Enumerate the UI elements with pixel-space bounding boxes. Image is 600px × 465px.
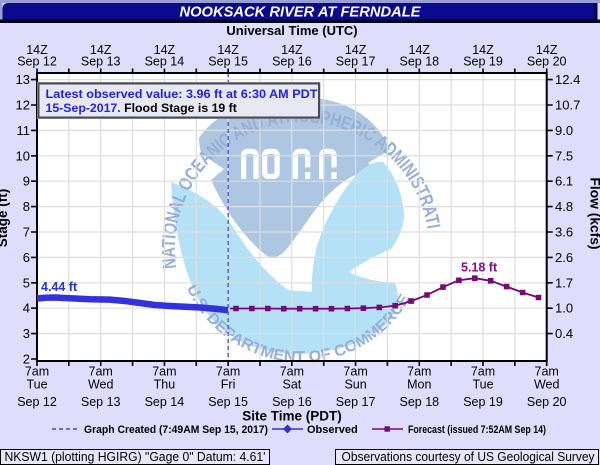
svg-text:Tue: Tue xyxy=(472,378,493,392)
svg-text:14Z: 14Z xyxy=(217,43,239,57)
svg-text:Tue: Tue xyxy=(26,378,47,392)
svg-text:1.7: 1.7 xyxy=(555,275,573,290)
svg-text:Sep 20: Sep 20 xyxy=(527,395,567,409)
svg-text:11: 11 xyxy=(17,123,31,138)
svg-text:Sep 18: Sep 18 xyxy=(399,395,439,409)
svg-text:Sep 12: Sep 12 xyxy=(17,55,57,69)
svg-text:Site Time (PDT): Site Time (PDT) xyxy=(242,409,342,424)
svg-text:5.18 ft: 5.18 ft xyxy=(461,261,498,275)
svg-text:3: 3 xyxy=(23,326,30,341)
svg-text:NKSW1 (plotting HGIRG) "Gage 0: NKSW1 (plotting HGIRG) "Gage 0" Datum: 4… xyxy=(5,449,266,464)
svg-text:4.8: 4.8 xyxy=(555,199,573,214)
svg-text:Sep 19: Sep 19 xyxy=(463,395,503,409)
svg-text:Universal Time (UTC): Universal Time (UTC) xyxy=(226,23,357,38)
svg-text:12.4: 12.4 xyxy=(555,72,580,87)
svg-text:Sep 16: Sep 16 xyxy=(272,55,312,69)
svg-text:Sep 13: Sep 13 xyxy=(81,395,121,409)
svg-text:7am: 7am xyxy=(25,365,49,379)
svg-text:6: 6 xyxy=(23,250,30,265)
svg-text:Sep 13: Sep 13 xyxy=(81,55,121,69)
svg-text:7am: 7am xyxy=(280,365,304,379)
svg-text:3.6: 3.6 xyxy=(555,225,573,240)
svg-text:7.5: 7.5 xyxy=(555,148,573,163)
svg-text:7am: 7am xyxy=(216,365,240,379)
svg-text:Sep 15: Sep 15 xyxy=(208,395,248,409)
svg-text:14Z: 14Z xyxy=(90,43,112,57)
svg-text:Stage (ft): Stage (ft) xyxy=(0,189,10,248)
svg-text:Fri: Fri xyxy=(221,378,236,392)
svg-text:6.1: 6.1 xyxy=(555,174,573,189)
svg-text:Sep 12: Sep 12 xyxy=(17,395,57,409)
svg-text:Wed: Wed xyxy=(534,378,560,392)
svg-text:Sep 17: Sep 17 xyxy=(336,395,376,409)
svg-text:5: 5 xyxy=(23,275,30,290)
svg-text:15-Sep-2017. Flood Stage is 19: 15-Sep-2017. Flood Stage is 19 ft xyxy=(46,101,237,115)
svg-text:Thu: Thu xyxy=(154,378,176,392)
svg-text:8: 8 xyxy=(23,199,30,214)
svg-text:13: 13 xyxy=(16,72,30,87)
svg-text:1.0: 1.0 xyxy=(555,301,573,316)
svg-text:Flow (kcfs): Flow (kcfs) xyxy=(588,177,600,249)
svg-text:Sep 16: Sep 16 xyxy=(272,395,312,409)
svg-text:4.44 ft: 4.44 ft xyxy=(41,280,78,294)
svg-text:Wed: Wed xyxy=(88,378,114,392)
svg-text:14Z: 14Z xyxy=(154,43,176,57)
svg-text:Observations courtesy of US Ge: Observations courtesy of US Geological S… xyxy=(342,449,595,464)
svg-text:Mon: Mon xyxy=(407,378,431,392)
svg-text:9: 9 xyxy=(23,174,30,189)
svg-text:Graph Created (7:49AM Sep 15,: Graph Created (7:49AM Sep 15, 2017) xyxy=(84,424,268,436)
svg-text:14Z: 14Z xyxy=(281,43,303,57)
svg-text:Sep 18: Sep 18 xyxy=(399,55,439,69)
svg-text:12: 12 xyxy=(16,98,30,113)
svg-text:10: 10 xyxy=(16,148,30,163)
svg-text:Sep 17: Sep 17 xyxy=(336,55,376,69)
svg-text:2: 2 xyxy=(23,352,30,367)
svg-text:14Z: 14Z xyxy=(472,43,494,57)
svg-text:14Z: 14Z xyxy=(409,43,431,57)
svg-text:7am: 7am xyxy=(535,365,559,379)
svg-text:Sun: Sun xyxy=(344,378,366,392)
svg-text:0.4: 0.4 xyxy=(555,326,573,341)
svg-text:Sat: Sat xyxy=(283,378,302,392)
svg-text:4: 4 xyxy=(23,301,30,316)
svg-text:14Z: 14Z xyxy=(26,43,48,57)
svg-text:7am: 7am xyxy=(89,365,113,379)
svg-text:Observed: Observed xyxy=(307,424,358,436)
svg-text:Sep 19: Sep 19 xyxy=(463,55,503,69)
svg-text:Latest observed value: 3.96 ft: Latest observed value: 3.96 ft at 6:30 A… xyxy=(46,87,318,101)
svg-text:Sep 14: Sep 14 xyxy=(145,395,185,409)
svg-text:14Z: 14Z xyxy=(345,43,367,57)
svg-text:7am: 7am xyxy=(471,365,495,379)
svg-text:2.6: 2.6 xyxy=(555,250,573,265)
svg-text:Sep 14: Sep 14 xyxy=(145,55,185,69)
svg-text:7am: 7am xyxy=(152,365,176,379)
svg-text:10.7: 10.7 xyxy=(555,98,580,113)
svg-text:7am: 7am xyxy=(343,365,367,379)
svg-text:9.0: 9.0 xyxy=(555,123,573,138)
svg-text:7: 7 xyxy=(23,225,30,240)
svg-text:Sep 15: Sep 15 xyxy=(208,55,248,69)
svg-text:Sep 20: Sep 20 xyxy=(527,55,567,69)
svg-text:Forecast (issued 7:52AM Sep 14: Forecast (issued 7:52AM Sep 14) xyxy=(408,424,546,436)
svg-text:7am: 7am xyxy=(407,365,431,379)
svg-text:14Z: 14Z xyxy=(536,43,558,57)
svg-text:NOOKSACK RIVER AT FERNDALE: NOOKSACK RIVER AT FERNDALE xyxy=(180,4,422,21)
